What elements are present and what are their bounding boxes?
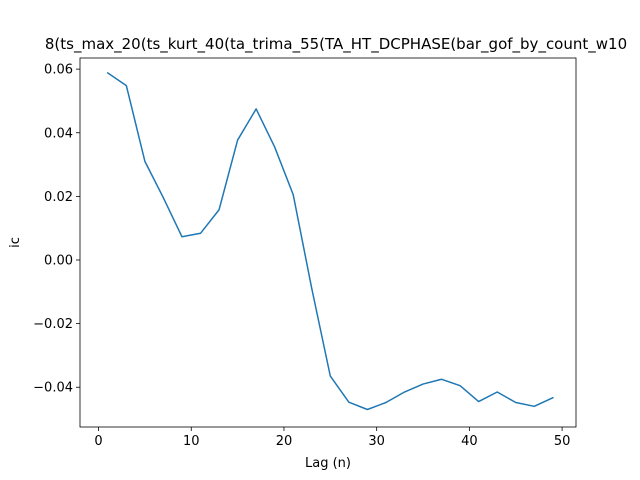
x-axis: 0 10 20 30 40 50 <box>94 427 570 449</box>
x-tick-label: 20 <box>276 434 293 449</box>
plot-frame <box>79 57 577 428</box>
chart-title: 8(ts_max_20(ts_kurt_40(ta_trima_55(TA_HT… <box>45 35 627 54</box>
y-axis: −0.04 −0.02 0.00 0.02 0.04 0.06 <box>33 63 80 396</box>
y-tick-label: −0.02 <box>33 317 73 332</box>
plot-area <box>79 57 577 428</box>
y-tick-label: 0.06 <box>44 63 73 78</box>
y-tick-label: −0.04 <box>33 381 73 396</box>
x-tick-label: 40 <box>461 434 478 449</box>
y-tick-label: 0.02 <box>44 190 73 205</box>
x-tick-label: 0 <box>94 434 102 449</box>
series-line-0 <box>106 71 554 411</box>
x-tick-label: 30 <box>368 434 385 449</box>
y-tick-label: 0.04 <box>44 126 73 141</box>
y-axis-label: ic <box>8 237 23 248</box>
x-tick-label: 10 <box>183 434 200 449</box>
x-tick-label: 50 <box>554 434 571 449</box>
x-axis-label: Lag (n) <box>305 456 351 471</box>
y-tick-label: 0.00 <box>44 253 73 268</box>
